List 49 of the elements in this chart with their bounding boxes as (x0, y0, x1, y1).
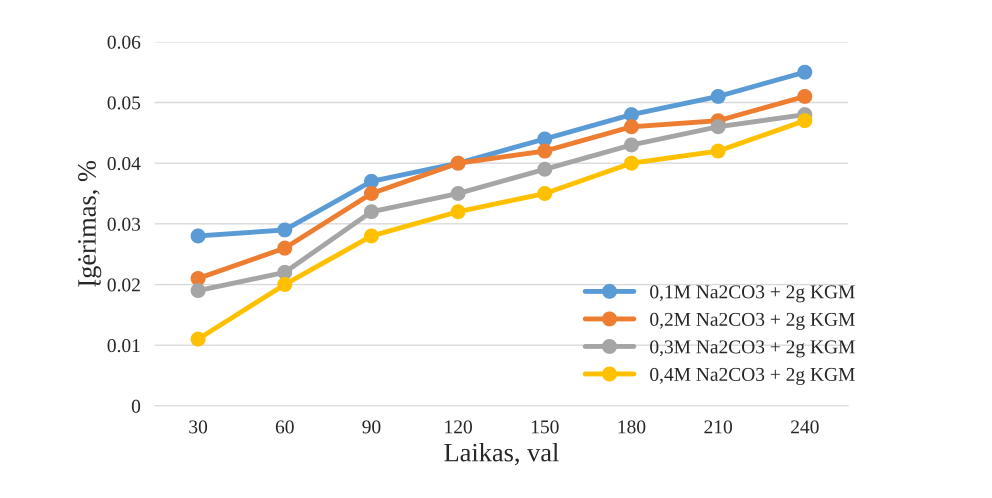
point (710, 119, 726, 134)
point (797, 64, 812, 80)
point (190, 228, 206, 244)
x-tick-label: 30 (189, 420, 208, 434)
legend-label: 0,1M Na2CO3 + 2g KGM (650, 285, 855, 302)
y-tick-label: 0 (132, 400, 140, 413)
y-tick-label: 0.01 (108, 339, 140, 352)
y-tick-label: 0.04 (108, 156, 141, 170)
x-axis-title: Laikas, val (444, 442, 559, 466)
y-tick-label: 0.03 (108, 218, 140, 231)
point (364, 174, 379, 189)
point (710, 144, 726, 159)
point (364, 204, 379, 220)
point (624, 119, 639, 134)
point (364, 186, 379, 201)
point (797, 88, 812, 104)
point (277, 240, 292, 256)
point (450, 204, 466, 220)
point (364, 228, 379, 244)
x-tick-label: 60 (276, 420, 294, 434)
y-tick-label: 0.02 (108, 278, 140, 292)
point (710, 88, 726, 104)
point (537, 186, 552, 201)
point (277, 264, 292, 280)
point (277, 277, 292, 292)
point (624, 107, 639, 122)
y-tick-label: 0.05 (108, 96, 140, 110)
point (190, 283, 206, 298)
point (190, 332, 206, 347)
point (624, 156, 639, 171)
x-tick-label: 150 (532, 420, 559, 434)
point (537, 144, 552, 159)
legend-label: 0,3M Na2CO3 + 2g KGM (650, 340, 855, 358)
point (624, 138, 639, 152)
point (537, 162, 552, 177)
x-tick-label: 240 (791, 420, 819, 434)
y-axis-title: Įgėrimas, % (78, 161, 102, 287)
point (537, 131, 552, 146)
x-tick-label: 180 (618, 420, 646, 434)
point (277, 222, 292, 238)
x-tick-label: 120 (445, 420, 472, 434)
point (450, 186, 466, 201)
y-tick-label: 0.06 (108, 36, 140, 49)
x-tick-label: 210 (704, 420, 732, 434)
point (190, 270, 206, 286)
legend-label: 0,4M Na2CO3 + 2g KGM (650, 368, 855, 385)
legend-label: 0,2M Na2CO3 + 2g KGM (650, 312, 855, 330)
x-tick-label: 90 (362, 420, 380, 434)
point (797, 113, 812, 128)
